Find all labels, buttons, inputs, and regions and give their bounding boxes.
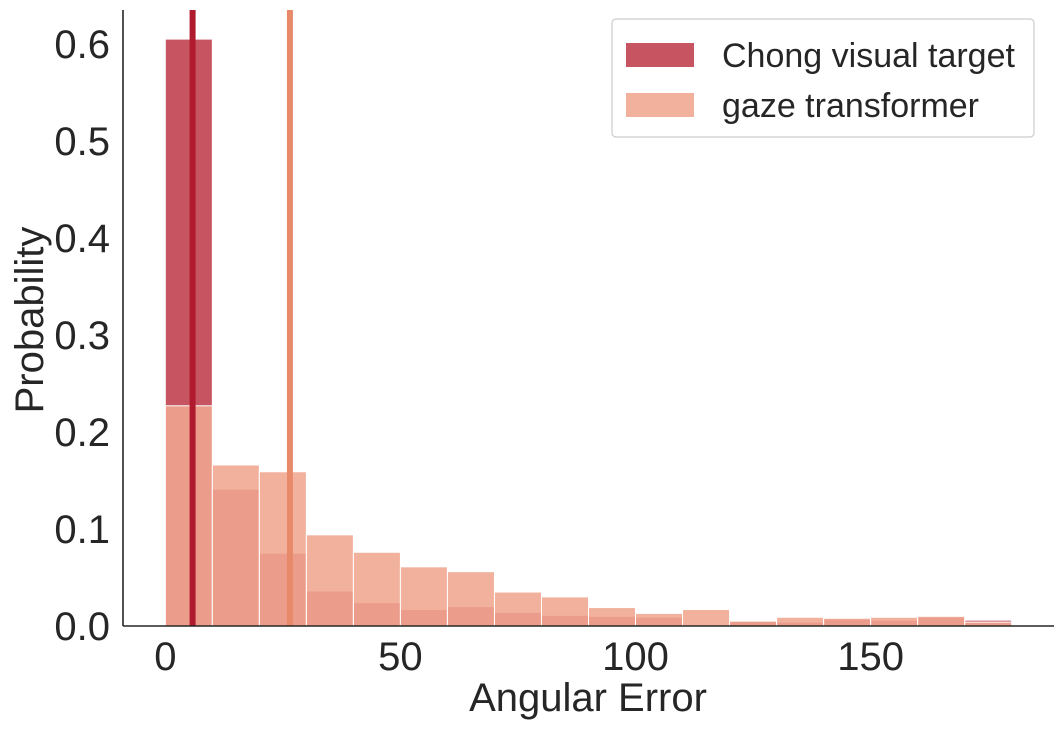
bar-gaze-transformer-bin-14	[823, 617, 872, 627]
bar-gaze-transformer-bin-10	[635, 612, 684, 627]
legend-label-gaze-transformer: gaze transformer	[722, 87, 979, 125]
x-tick-label: 100	[602, 635, 669, 679]
legend-label-chong-visual-target: Chong visual target	[722, 37, 1016, 75]
bar-gaze-transformer-bin-3	[305, 534, 354, 627]
bar-gaze-transformer-bin-7	[493, 591, 542, 627]
mean-lines-layer	[189, 10, 293, 626]
bar-gaze-transformer-bin-16	[917, 615, 966, 627]
bar-gaze-transformer-bin-2	[258, 471, 307, 627]
bar-gaze-transformer-bin-5	[399, 566, 448, 627]
legend: Chong visual target gaze transformer	[611, 18, 1035, 138]
bar-gaze-transformer-bin-9	[588, 607, 637, 627]
x-tick-label: 0	[154, 635, 176, 679]
bars-layer	[164, 38, 1013, 627]
bar-gaze-transformer-bin-0	[164, 405, 213, 627]
legend-swatch-chong-visual-target	[626, 43, 694, 67]
bar-gaze-transformer-bin-11	[682, 609, 731, 627]
bar-gaze-transformer-bin-1	[211, 464, 260, 627]
legend-frame	[611, 18, 1035, 138]
bar-gaze-transformer-bin-4	[352, 551, 401, 627]
x-axis-title: Angular Error	[469, 676, 707, 720]
y-axis-title: Probability	[8, 227, 52, 414]
axes	[122, 10, 1054, 627]
legend-swatch-gaze-transformer	[626, 93, 694, 117]
y-tick-label: 0.4	[54, 217, 110, 261]
bar-gaze-transformer-bin-8	[540, 596, 589, 627]
y-tick-label: 0.6	[54, 23, 110, 67]
bar-gaze-transformer-bin-13	[776, 616, 825, 627]
y-tick-label: 0.3	[54, 314, 110, 358]
x-tick-label: 150	[837, 635, 904, 679]
bar-gaze-transformer-bin-15	[870, 616, 919, 627]
y-tick-label: 0.0	[54, 605, 110, 649]
y-tick-label: 0.2	[54, 411, 110, 455]
y-tick-label: 0.5	[54, 120, 110, 164]
x-tick-label: 50	[378, 635, 423, 679]
y-tick-label: 0.1	[54, 508, 110, 552]
tick-labels: 0 50 100 150 0.0 0.1 0.2 0.3 0.4 0.5 0.6	[54, 23, 904, 679]
bar-gaze-transformer-bin-6	[446, 571, 495, 627]
